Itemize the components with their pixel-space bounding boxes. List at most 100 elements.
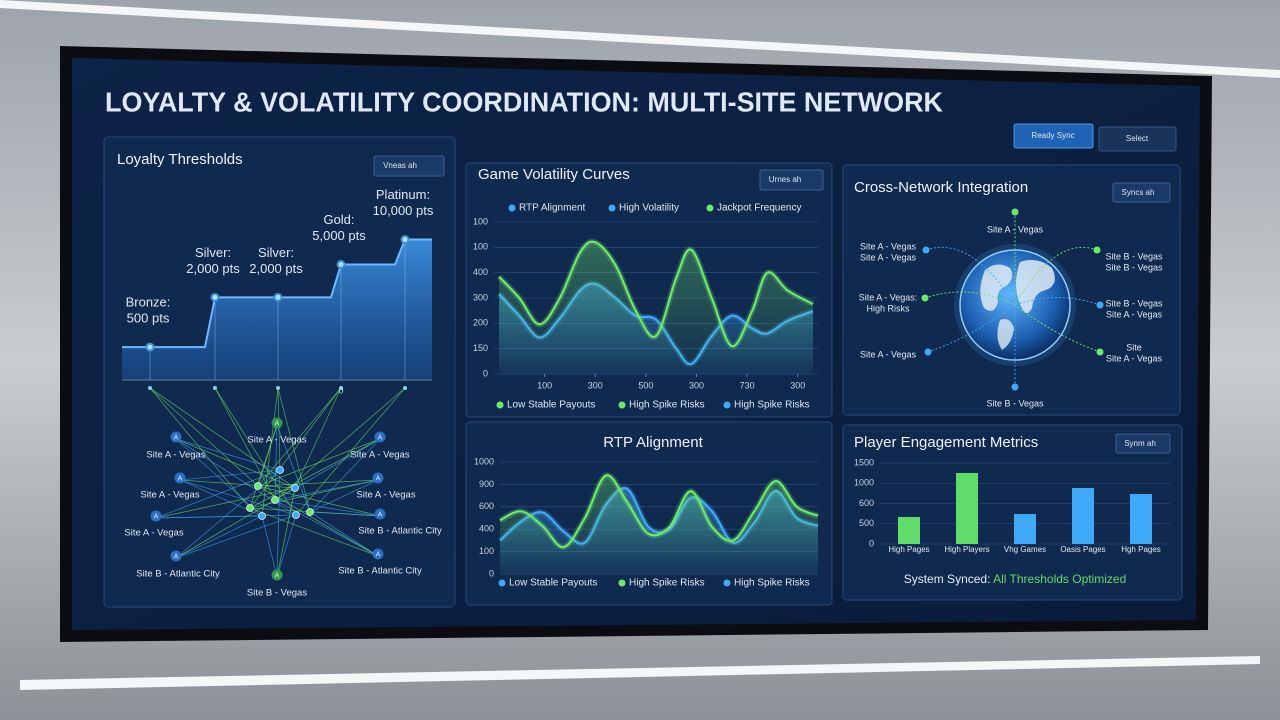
y-tick-label: 0 [489, 568, 494, 578]
y-tick-label: 1000 [854, 478, 874, 488]
site-badge-letter: A [376, 475, 381, 482]
link [175, 438, 296, 489]
site-node [1011, 383, 1019, 391]
site-node [921, 294, 929, 302]
y-tick-label: 600 [859, 498, 874, 508]
site-label: Site A - Vegas [140, 490, 199, 501]
site-badge [174, 472, 186, 484]
y-tick-label: 900 [479, 479, 494, 489]
dropdown-label[interactable]: Urnes ah [769, 175, 801, 184]
y-tick-label: 0 [869, 538, 874, 548]
continent [1016, 260, 1055, 314]
site-badge-letter: A [178, 475, 183, 482]
panel-title: Cross-Network Integration [854, 179, 1028, 196]
button-label[interactable]: Ready Sync [1031, 131, 1074, 140]
site-badge-letter: A [275, 572, 280, 579]
legend-label: High Volatility [619, 203, 679, 214]
site-label: Site A - Vegas [350, 450, 409, 461]
dropdown-label[interactable]: Syncs ah [1122, 188, 1155, 197]
site-badge-letter: A [378, 511, 383, 518]
y-tick-label: 0 [483, 368, 488, 378]
dropdown[interactable] [1112, 182, 1171, 203]
threshold-point [145, 342, 155, 352]
site-node [1096, 301, 1104, 309]
site-node [922, 246, 930, 254]
link [276, 469, 281, 578]
x-tick-label: 300 [689, 380, 704, 390]
hub-node [246, 504, 254, 512]
legend-label: High Spike Risks [629, 400, 705, 411]
link [261, 515, 278, 578]
link [924, 291, 1016, 306]
site-label: Site A - Vegas [1106, 309, 1163, 319]
hub-node [292, 511, 300, 519]
legend-label: Low Stable Payouts [509, 578, 597, 589]
x-tick-label: 500 [638, 380, 653, 390]
link [179, 479, 296, 489]
link [309, 511, 379, 557]
site-badge [372, 548, 384, 560]
link [274, 387, 406, 501]
legend-dot [508, 204, 516, 212]
dropdown[interactable] [1115, 433, 1171, 454]
link [274, 499, 381, 517]
legend-dot [706, 204, 714, 212]
link [175, 438, 281, 471]
area-fill [500, 475, 818, 574]
site-label: Site A - Vegas: [859, 292, 918, 302]
legend-dot [498, 579, 506, 587]
link [175, 438, 263, 517]
link [309, 511, 381, 517]
link [249, 438, 381, 509]
site-label: Site B - Vegas [1105, 262, 1163, 272]
dropdown-label[interactable]: Vneas ah [383, 161, 417, 170]
link [155, 514, 297, 519]
button[interactable] [1098, 126, 1177, 152]
link [257, 438, 381, 487]
site-badge-letter: A [275, 420, 280, 427]
button[interactable] [1013, 123, 1094, 149]
link [149, 387, 259, 487]
step-area [122, 239, 432, 380]
threshold-value: 500 pts [127, 311, 170, 326]
x-tick-label: 300 [790, 380, 805, 390]
button-label[interactable]: Select [1126, 134, 1149, 143]
legend-dot [723, 579, 731, 587]
threshold-value: 10,000 pts [373, 203, 434, 218]
site-label: Site A - Vegas [356, 490, 415, 501]
site-label: Site B - Atlantic City [338, 566, 422, 577]
dropdown-label[interactable]: Synm ah [1124, 439, 1156, 448]
link [179, 479, 297, 516]
link [175, 514, 297, 559]
legend-label: Jackpot Frequency [717, 203, 802, 214]
bar [1014, 514, 1036, 544]
threshold-point [336, 259, 346, 269]
site-label: Site B - Atlantic City [358, 526, 442, 537]
bar [1072, 487, 1094, 544]
site-badge [170, 431, 182, 443]
link [274, 499, 379, 557]
network-graph: A Site A - Vegas A Site A - Vegas A Site A - … [124, 387, 442, 599]
bar [898, 516, 920, 544]
light-strip [20, 656, 1260, 690]
site-badge-letter: A [154, 513, 159, 520]
threshold-value: 2,000 pts [186, 261, 240, 276]
link [1014, 246, 1098, 306]
dropdown[interactable] [373, 155, 445, 177]
dropdown[interactable] [759, 169, 824, 191]
hub-node [291, 484, 299, 492]
y-tick-label: 400 [479, 524, 494, 534]
threshold-value: 2,000 pts [249, 261, 303, 276]
site-badge-letter: A [174, 434, 179, 441]
site-badge-letter: A [378, 434, 383, 441]
y-tick-label: 1000 [474, 456, 494, 466]
panel [842, 424, 1183, 601]
series-line [498, 240, 814, 348]
legend-label: RTP Alignment [519, 203, 586, 214]
site-badge [150, 510, 162, 522]
site-label: Site A - Vegas [124, 528, 183, 539]
legend-label: Low Stable Payouts [507, 400, 595, 411]
panel-title: RTP Alignment [603, 434, 703, 451]
legend-dot [496, 401, 504, 409]
